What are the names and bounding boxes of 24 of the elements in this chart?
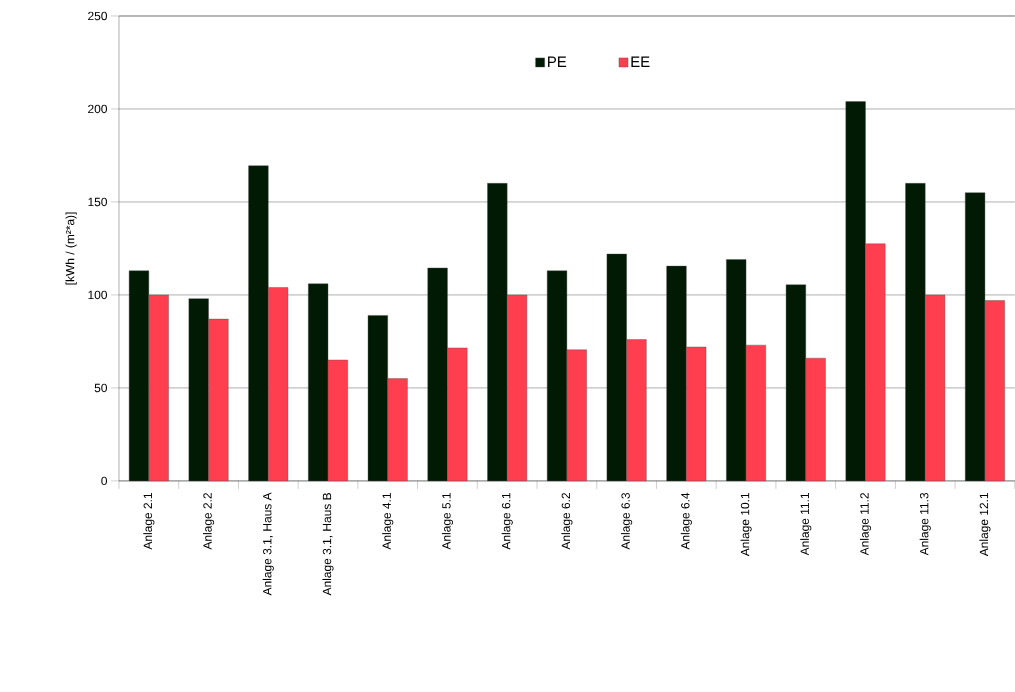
y-tick-label: 250	[88, 11, 107, 21]
x-tick-label: Anlage 6.2	[561, 493, 573, 550]
y-tick-label: 50	[94, 383, 107, 393]
x-tick-label: Anlage 3.1, Haus A	[262, 492, 274, 596]
x-tick-label: Anlage 4.1	[382, 493, 394, 550]
x-tick-label: Anlage 6.4	[680, 492, 692, 550]
x-tick-label: Anlage 2.1	[143, 493, 155, 550]
y-tick-label: 100	[88, 290, 107, 300]
x-tick-label: Anlage 11.3	[919, 493, 931, 556]
x-tick-label: Anlage 11.1	[800, 493, 812, 556]
legend-label: PE	[548, 56, 567, 67]
x-tick-label: Anlage 10.1	[740, 493, 752, 557]
x-tick-label: Anlage 6.3	[621, 493, 633, 550]
y-axis-title: [kWh / (m²*a)]	[65, 212, 77, 285]
x-tick-label: Anlage 2.2	[203, 493, 215, 550]
x-tick-label: Anlage 3.1, Haus B	[322, 493, 334, 596]
y-tick-label: 200	[88, 104, 107, 114]
legend-label: EE	[631, 56, 650, 67]
x-tick-label: Anlage 12.1	[979, 493, 991, 557]
x-tick-label: Anlage 5.1	[441, 493, 454, 550]
y-tick-label: 150	[88, 197, 107, 207]
y-tick-label: 0	[101, 476, 107, 486]
x-tick-label: Anlage 6.1	[501, 493, 513, 550]
x-tick-label: Anlage 11.2	[859, 493, 872, 556]
